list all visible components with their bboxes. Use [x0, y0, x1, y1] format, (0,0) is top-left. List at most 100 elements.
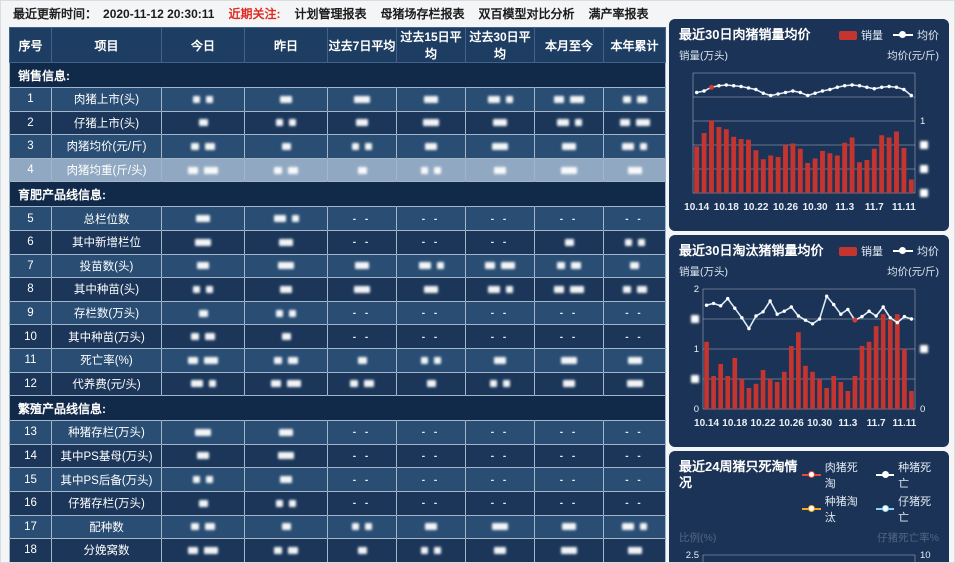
redacted-value — [622, 523, 634, 531]
legend-item-销量[interactable]: 销量 — [839, 27, 883, 43]
report-table: 序号 项目 今日 昨日 过去7日平均 过去15日平均 过去30日平均 本月至今 本年累计 销售信… — [9, 27, 666, 562]
data-cell — [244, 134, 328, 159]
svg-text:1: 1 — [920, 116, 925, 127]
table-row[interactable]: 12 代养费(元/头) — [9, 371, 666, 397]
table-row[interactable]: 5 总栏位数 - -- -- -- -- - — [9, 206, 666, 231]
row-number: 2 — [9, 110, 52, 136]
redacted-value — [365, 523, 372, 531]
data-cell: - - — [465, 420, 535, 445]
table-row[interactable]: 8 其中种苗(头) — [9, 277, 666, 302]
table-row[interactable]: 10 其中种苗(万头) - -- -- -- -- - — [9, 324, 666, 349]
table-row[interactable]: 7 投苗数(头) — [9, 253, 666, 279]
data-cell: - - — [327, 420, 397, 445]
data-cell — [396, 134, 466, 159]
row-label: 其中种苗(万头) — [51, 324, 162, 349]
svg-text:10.14: 10.14 — [694, 418, 719, 429]
redacted-value — [193, 95, 200, 103]
data-cell — [244, 277, 328, 302]
legend-item-均价[interactable]: 均价 — [893, 243, 939, 259]
redacted-value — [570, 95, 584, 103]
table-row[interactable]: 6 其中新增栏位 - -- -- - — [9, 229, 666, 255]
svg-text:10.18: 10.18 — [714, 202, 739, 213]
data-cell — [244, 420, 328, 445]
legend-item-肉猪死淘[interactable]: 肉猪死淘 — [802, 459, 865, 491]
redacted-value — [281, 142, 291, 150]
row-label: 总栏位数 — [51, 206, 162, 231]
section-label: 繁殖产品线信息: — [9, 395, 666, 422]
legend-item-均价[interactable]: 均价 — [893, 27, 939, 43]
redacted-value — [636, 95, 647, 103]
redacted-value — [291, 215, 299, 223]
redacted-value — [501, 262, 515, 270]
data-cell — [244, 561, 328, 562]
redacted-value — [505, 285, 513, 293]
column-header: 昨日 — [244, 27, 328, 63]
nav-link-model-compare[interactable]: 双百模型对比分析 — [478, 7, 575, 21]
row-label: 肉猪上市(头) — [51, 87, 162, 112]
table-row[interactable]: 9 存栏数(万头) - -- -- -- -- - — [9, 300, 666, 326]
svg-text:11.7: 11.7 — [865, 202, 884, 213]
table-row[interactable]: 14 其中PS基母(万头) - -- -- -- -- - — [9, 443, 666, 469]
nav-link-plan-report[interactable]: 计划管理报表 — [294, 7, 367, 21]
data-cell: - - — [465, 443, 535, 469]
row-label: 其中种苗(头) — [51, 277, 162, 302]
redacted-value — [279, 238, 293, 246]
redacted-value — [364, 380, 374, 388]
nav-link-full-capacity-report[interactable]: 满产率报表 — [588, 7, 649, 21]
table-row[interactable]: 19窝均活仔(头/窝) — [9, 561, 666, 562]
table-row[interactable]: 17 配种数 — [9, 514, 666, 540]
redacted-value — [564, 238, 574, 246]
redacted-value — [487, 285, 500, 293]
data-cell — [396, 514, 466, 540]
table-row[interactable]: 15 其中PS后备(万头) - -- -- -- -- - — [9, 467, 666, 492]
table-row[interactable]: 11 死亡率(%) — [9, 347, 666, 373]
data-cell: - - — [327, 324, 397, 349]
svg-text:11.11: 11.11 — [892, 202, 916, 213]
redacted-value — [276, 309, 283, 317]
redacted-value — [274, 356, 282, 364]
table-row[interactable]: 2 仔猪上市(头) — [9, 110, 666, 136]
redacted-value — [490, 380, 497, 388]
redacted-value — [505, 95, 513, 103]
redacted-value — [280, 285, 292, 293]
redacted-value — [494, 546, 506, 554]
redacted-value — [288, 546, 298, 554]
redacted-value — [421, 356, 428, 364]
data-cell — [327, 157, 397, 183]
redacted-value — [356, 119, 368, 127]
redacted-value — [434, 356, 441, 364]
legend-item-种猪淘汰[interactable]: 种猪淘汰 — [802, 493, 865, 525]
data-cell — [465, 253, 535, 279]
redacted-value — [193, 476, 200, 484]
row-label: 其中PS后备(万头) — [51, 467, 162, 492]
legend-item-种猪死亡[interactable]: 种猪死亡 — [875, 459, 939, 491]
data-cell: - - — [603, 206, 666, 231]
redacted-value — [204, 166, 218, 174]
redacted-value — [190, 380, 203, 388]
data-cell — [244, 110, 328, 136]
redacted-value — [188, 166, 198, 174]
data-cell — [396, 87, 466, 112]
data-cell — [603, 277, 666, 302]
legend-line-swatch — [875, 505, 895, 512]
legend-item-销量[interactable]: 销量 — [839, 243, 883, 259]
table-row[interactable]: 4 肉猪均重(斤/头) — [9, 157, 666, 183]
table-row[interactable]: 3 肉猪均价(元/斤) — [9, 134, 666, 159]
table-row[interactable]: 1 肉猪上市(头) — [9, 87, 666, 112]
charts-panel: 最近30日肉猪销量均价 销量 均价 销量(万头) 均价(元/斤) 1 10.14 10… — [669, 19, 949, 562]
topbar: 最近更新时间： 2020-11-12 20:30:11 近期关注: 计划管理报表… — [1, 1, 954, 26]
nav-link-sow-farm-report[interactable]: 母猪场存栏报表 — [380, 7, 465, 21]
table-row[interactable]: 18 分娩窝数 — [9, 538, 666, 562]
redacted-value — [424, 285, 438, 293]
update-time-value: 2020-11-12 20:30:11 — [103, 6, 215, 21]
table-row[interactable]: 13 种猪存栏(万头) - -- -- -- -- - — [9, 420, 666, 445]
data-cell — [327, 134, 397, 159]
redacted-value — [191, 333, 199, 341]
row-number: 5 — [9, 206, 52, 231]
legend-item-仔猪死亡[interactable]: 仔猪死亡 — [875, 493, 939, 525]
table-row[interactable]: 16 仔猪存栏(万头) - -- -- -- -- - — [9, 490, 666, 516]
redacted-value — [426, 380, 436, 388]
data-cell — [603, 157, 666, 183]
redacted-value — [204, 356, 218, 364]
chart-card-cull-sales: 最近30日淘汰猪销量均价 销量 均价 销量(万头) 均价(元/斤) 2 1 0 0 10.… — [669, 235, 949, 447]
